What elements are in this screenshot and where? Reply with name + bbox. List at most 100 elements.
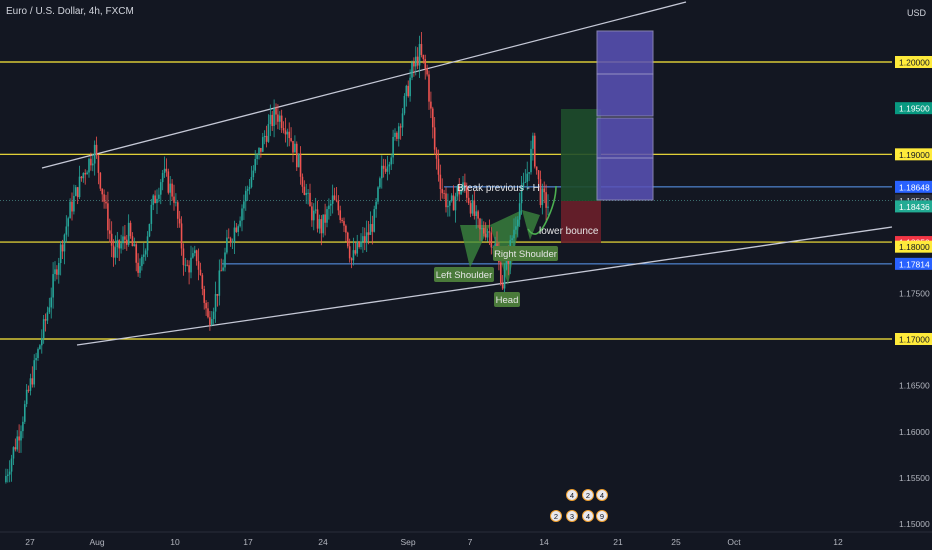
y-tick-label: 1.17500 — [899, 288, 930, 298]
price-badge: 1.19500 — [899, 104, 930, 114]
candle-body — [235, 227, 238, 232]
candle-body — [352, 250, 355, 261]
candle-body — [452, 195, 455, 211]
candle-body — [14, 447, 17, 450]
candle-body — [261, 137, 264, 152]
candle-body — [54, 269, 56, 275]
candle-body — [99, 172, 102, 189]
candle-body — [29, 378, 32, 391]
currency-label[interactable]: USD — [907, 8, 927, 18]
candle-body — [176, 202, 179, 219]
x-tick-label: 12 — [833, 537, 843, 547]
candle-body — [433, 127, 436, 150]
candle-body — [8, 471, 11, 475]
candle-body — [86, 172, 88, 175]
candle-body — [345, 225, 347, 233]
candle-body — [192, 253, 194, 258]
candle-body — [386, 166, 389, 172]
candle-body — [142, 254, 145, 257]
candle-body — [362, 236, 364, 242]
candle-body — [420, 44, 423, 55]
x-tick-label: Sep — [400, 537, 415, 547]
candle-body — [337, 200, 340, 211]
candle-body — [278, 115, 281, 122]
label-right-shoulder-bg — [493, 246, 558, 261]
candle-body — [301, 176, 304, 187]
candle-body — [333, 195, 336, 200]
candle-body — [356, 241, 359, 254]
candle-body — [377, 187, 379, 202]
candle-body — [418, 44, 421, 66]
candle-body — [205, 302, 207, 309]
target-box — [596, 30, 654, 75]
candle-body — [275, 108, 277, 115]
candle-body — [515, 226, 517, 230]
candle-body — [535, 166, 538, 171]
candle-body — [458, 186, 461, 195]
candle-body — [524, 181, 527, 183]
price-badge-bg — [895, 102, 932, 115]
event-marker-count: 4 — [600, 491, 604, 500]
candle-body — [445, 193, 447, 208]
candle-body — [545, 192, 547, 208]
candle-body — [311, 206, 313, 221]
candle-body — [437, 158, 440, 175]
candle-body — [210, 319, 213, 325]
candle-body — [67, 218, 70, 227]
candle-body — [299, 153, 302, 177]
candle-body — [265, 135, 268, 142]
candle-body — [269, 114, 272, 125]
candle-body — [360, 241, 362, 248]
candle-body — [80, 176, 83, 179]
candle-body — [520, 187, 523, 204]
right-shoulder-shape — [522, 210, 540, 240]
candle-body — [343, 221, 345, 226]
candle-body — [501, 283, 504, 289]
symbol-title[interactable]: Euro / U.S. Dollar, 4h, FXCM — [6, 6, 134, 17]
candle-body — [441, 189, 444, 194]
candle-body — [57, 263, 60, 275]
event-marker-count: 2 — [586, 491, 590, 500]
price-badge-bg — [895, 200, 932, 213]
candle-body — [124, 236, 126, 240]
candle-body — [241, 208, 243, 221]
candle-body — [307, 192, 309, 194]
candle-body — [428, 74, 430, 102]
candle-body — [286, 131, 289, 135]
candle-body — [105, 201, 107, 204]
candle-body — [284, 130, 287, 135]
candle-body — [125, 239, 128, 245]
candle-body — [122, 236, 124, 244]
candle-body — [127, 222, 130, 245]
candle-body — [543, 188, 546, 193]
candle-body — [84, 173, 87, 175]
candle-body — [465, 185, 468, 198]
price-badge: 1.18648 — [899, 182, 930, 192]
candle-body — [294, 143, 296, 153]
candle-body — [209, 317, 211, 325]
candle-body — [430, 101, 432, 109]
candle-body — [112, 245, 115, 258]
candle-body — [339, 210, 342, 220]
candle-body — [227, 237, 230, 239]
candle-body — [416, 56, 419, 66]
candle-body — [292, 141, 294, 153]
candle-body — [409, 77, 411, 97]
candle-body — [513, 229, 515, 239]
candle-body — [133, 244, 136, 247]
candle-body — [258, 147, 260, 155]
candle-body — [481, 228, 483, 230]
candle-body — [511, 238, 513, 241]
candle-body — [59, 244, 62, 264]
x-tick-label: 21 — [613, 537, 623, 547]
candle-body — [473, 200, 476, 216]
candle-body — [120, 243, 122, 249]
candle-body — [375, 201, 377, 210]
candle-body — [118, 240, 121, 249]
candle-body — [475, 211, 478, 216]
candle-body — [388, 164, 391, 167]
candle-body — [533, 135, 536, 167]
x-tick-label: 17 — [243, 537, 253, 547]
candle-body — [10, 458, 13, 472]
